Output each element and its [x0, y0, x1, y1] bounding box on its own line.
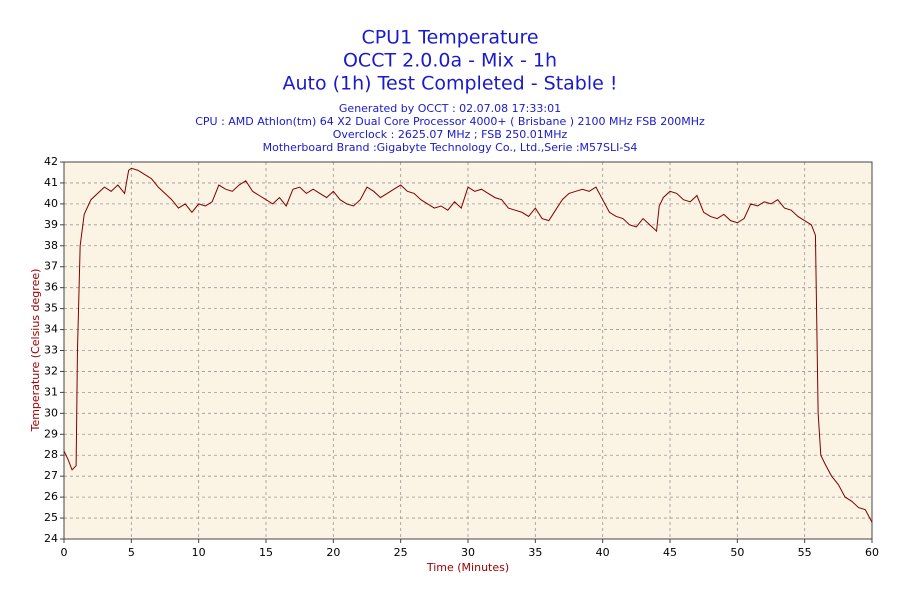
- x-tick-label: 10: [192, 546, 206, 559]
- x-tick-label: 5: [128, 546, 135, 559]
- x-tick-label: 30: [461, 546, 475, 559]
- y-tick-label: 34: [44, 323, 58, 336]
- y-tick-label: 36: [44, 281, 58, 294]
- y-tick-label: 30: [44, 406, 58, 419]
- y-tick-label: 41: [44, 176, 58, 189]
- chart-subtitle: Auto (1h) Test Completed - Stable !: [282, 73, 617, 95]
- x-tick-label: 55: [798, 546, 812, 559]
- y-tick-label: 35: [44, 302, 58, 315]
- y-tick-label: 32: [44, 364, 58, 377]
- annotation: Motherboard Brand :Gigabyte Technology C…: [263, 141, 638, 154]
- y-tick-label: 29: [44, 427, 58, 440]
- plot-border: [63, 161, 873, 540]
- x-tick-label: 45: [663, 546, 677, 559]
- y-axis-label: Temperature (Celsius degree): [29, 269, 42, 433]
- x-tick-label: 15: [259, 546, 273, 559]
- x-axis-label: Time (Minutes): [426, 561, 509, 574]
- y-tick-label: 26: [44, 490, 58, 503]
- y-tick-label: 25: [44, 511, 58, 524]
- x-tick-label: 25: [394, 546, 408, 559]
- x-tick-label: 40: [596, 546, 610, 559]
- y-tick-label: 24: [44, 532, 58, 545]
- y-tick-label: 31: [44, 385, 58, 398]
- y-tick-label: 39: [44, 218, 58, 231]
- y-tick-label: 27: [44, 469, 58, 482]
- y-tick-label: 40: [44, 197, 58, 210]
- x-tick-label: 60: [865, 546, 879, 559]
- chart-title: CPU1 Temperature: [361, 27, 538, 49]
- x-tick-label: 50: [730, 546, 744, 559]
- y-tick-label: 33: [44, 344, 58, 357]
- y-tick-label: 28: [44, 448, 58, 461]
- x-tick-label: 20: [326, 546, 340, 559]
- y-tick-label: 37: [44, 260, 58, 273]
- chart-subtitle: OCCT 2.0.0a - Mix - 1h: [343, 50, 557, 72]
- y-tick-label: 42: [44, 155, 58, 168]
- y-tick-label: 38: [44, 239, 58, 252]
- annotation: Overclock : 2625.07 MHz ; FSB 250.01MHz: [333, 128, 568, 141]
- line: [63, 167, 873, 523]
- x-tick-label: 35: [528, 546, 542, 559]
- annotation: Generated by OCCT : 02.07.08 17:33:01: [339, 102, 561, 115]
- annotation: CPU : AMD Athlon(tm) 64 X2 Dual Core Pro…: [195, 115, 705, 128]
- x-tick-label: 0: [61, 546, 68, 559]
